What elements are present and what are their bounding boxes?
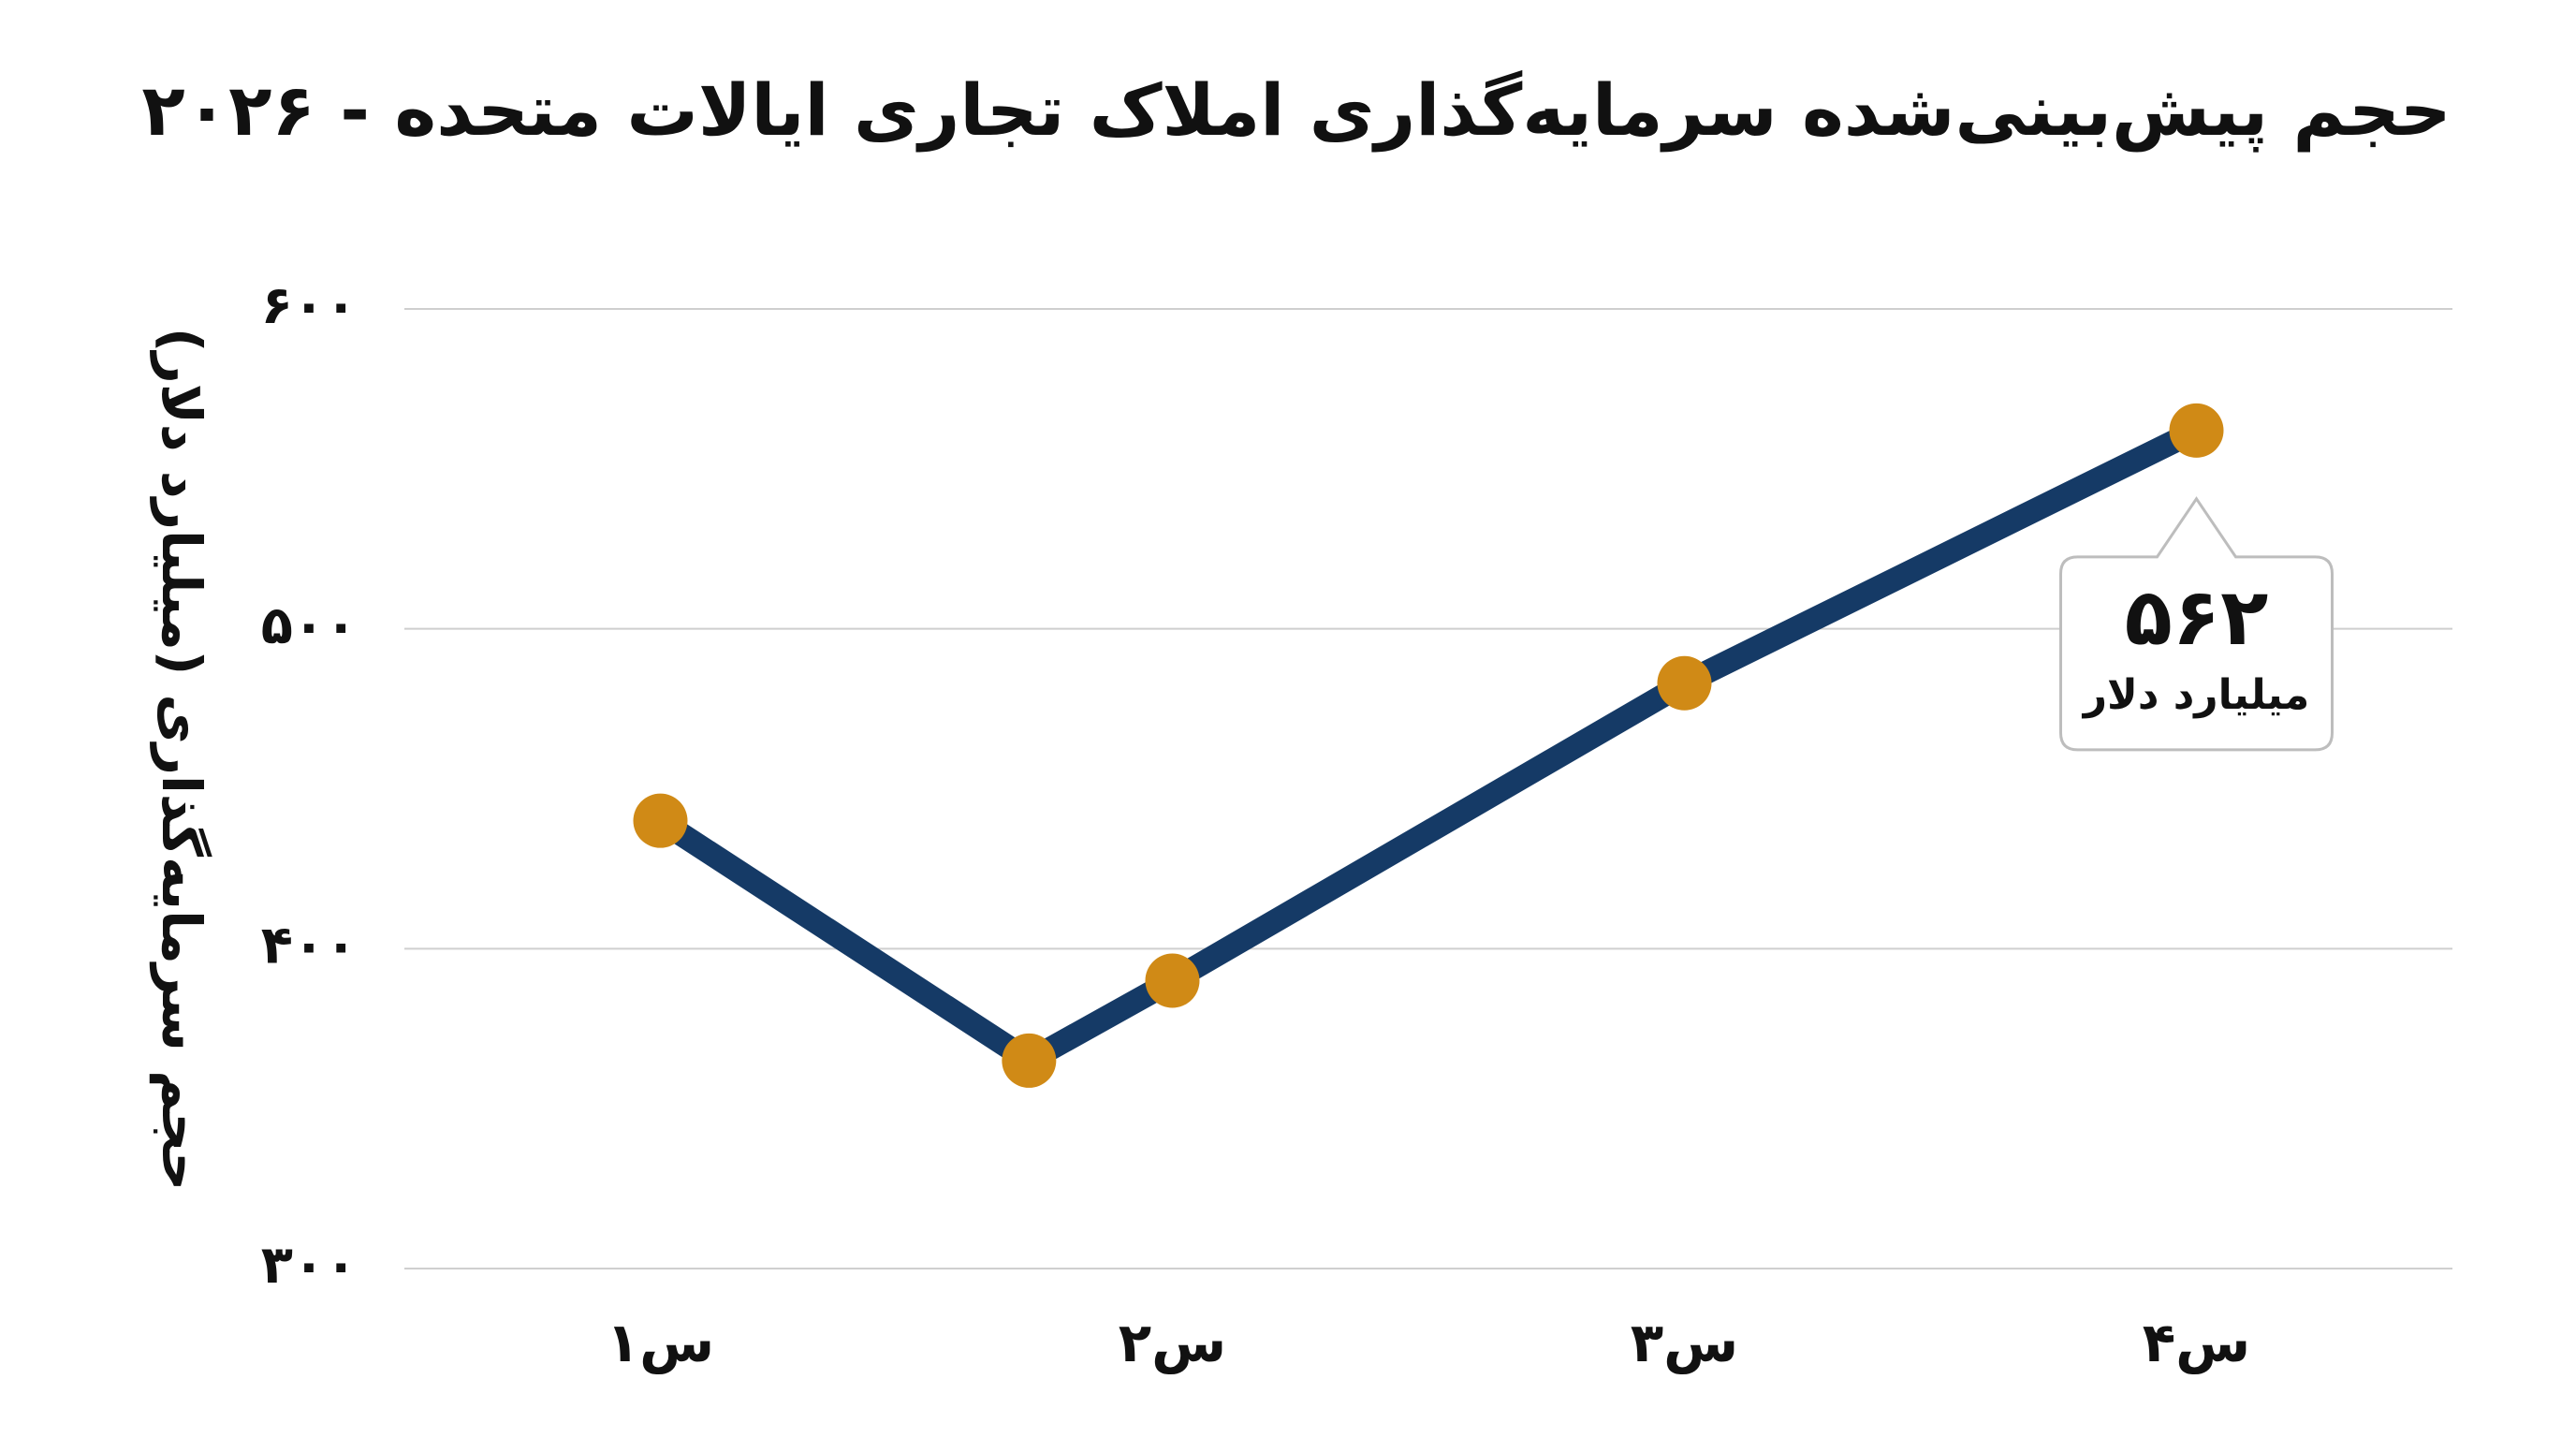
y-tick-label: ۴۰۰ xyxy=(261,915,358,976)
chart-title: حجم پیش‌بینی‌شده سرمایه‌گذاری املاک تجار… xyxy=(141,68,2451,153)
annotation-box xyxy=(2059,496,2334,752)
point xyxy=(633,793,688,848)
point xyxy=(1002,1033,1057,1088)
data-label: ۵۶۲ xyxy=(2125,571,2269,663)
x-tick-label: س۲ xyxy=(1119,1311,1226,1374)
point xyxy=(1657,655,1712,711)
point xyxy=(1145,953,1200,1008)
x-tick-label: س۱ xyxy=(607,1311,714,1374)
y-axis-label: حجم سرمایه‌گذاری (میلیارد دلار) xyxy=(149,328,213,1191)
y-tick-label: ۶۰۰ xyxy=(261,275,358,336)
x-tick-label: س۳ xyxy=(1631,1311,1738,1374)
y-tick-label: ۳۰۰ xyxy=(261,1235,358,1296)
x-tick-label: س۴ xyxy=(2143,1311,2250,1374)
annotation-unit: میلیارد دلار xyxy=(2082,671,2310,719)
point xyxy=(2169,403,2224,458)
y-tick-label: ۵۰۰ xyxy=(261,595,358,656)
